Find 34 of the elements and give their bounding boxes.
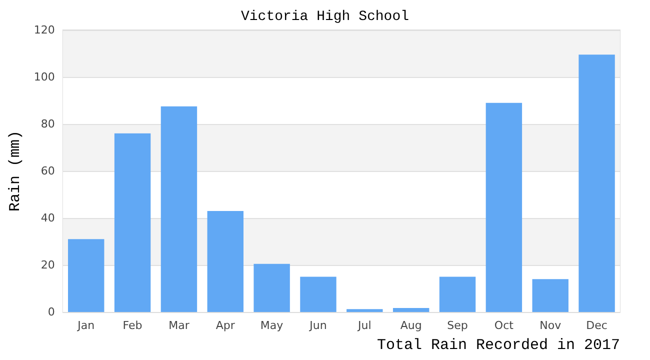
x-tick-label: Dec: [586, 319, 608, 332]
x-axis-title: Total Rain Recorded in 2017: [376, 337, 620, 354]
x-tick-label: Feb: [122, 319, 142, 332]
bar: [346, 309, 383, 312]
y-tick-label: 80: [40, 118, 55, 130]
y-tick-label: 60: [40, 164, 55, 178]
bar: [68, 239, 104, 312]
bar: [114, 133, 151, 312]
x-tick-label: Jan: [76, 319, 95, 332]
y-axis-title: Rain (mm): [7, 130, 24, 212]
bar: [160, 106, 198, 312]
x-tick-label: May: [260, 319, 284, 332]
bar: [486, 102, 522, 312]
bar: [300, 276, 336, 312]
x-tick-label: Sep: [447, 319, 468, 332]
y-tick-label: 20: [40, 258, 55, 272]
bar: [439, 276, 476, 312]
chart-title: Victoria High School: [240, 9, 410, 25]
bar: [392, 308, 430, 312]
bar: [254, 264, 290, 312]
y-tick-label: 100: [34, 70, 55, 84]
bar: [532, 279, 568, 312]
x-tick-label: Apr: [216, 319, 236, 332]
y-tick-label: 120: [34, 24, 55, 36]
x-tick-label: Jun: [308, 319, 327, 332]
bar: [578, 54, 615, 312]
y-tick-label: 40: [40, 212, 55, 224]
x-tick-label: Nov: [540, 319, 562, 332]
x-tick-label: Oct: [494, 319, 514, 332]
x-tick-label: Mar: [168, 319, 190, 332]
bar: [207, 210, 244, 312]
y-tick-label: 0: [48, 306, 55, 318]
x-tick-label: Jul: [357, 319, 372, 332]
x-tick-label: Aug: [400, 319, 422, 332]
